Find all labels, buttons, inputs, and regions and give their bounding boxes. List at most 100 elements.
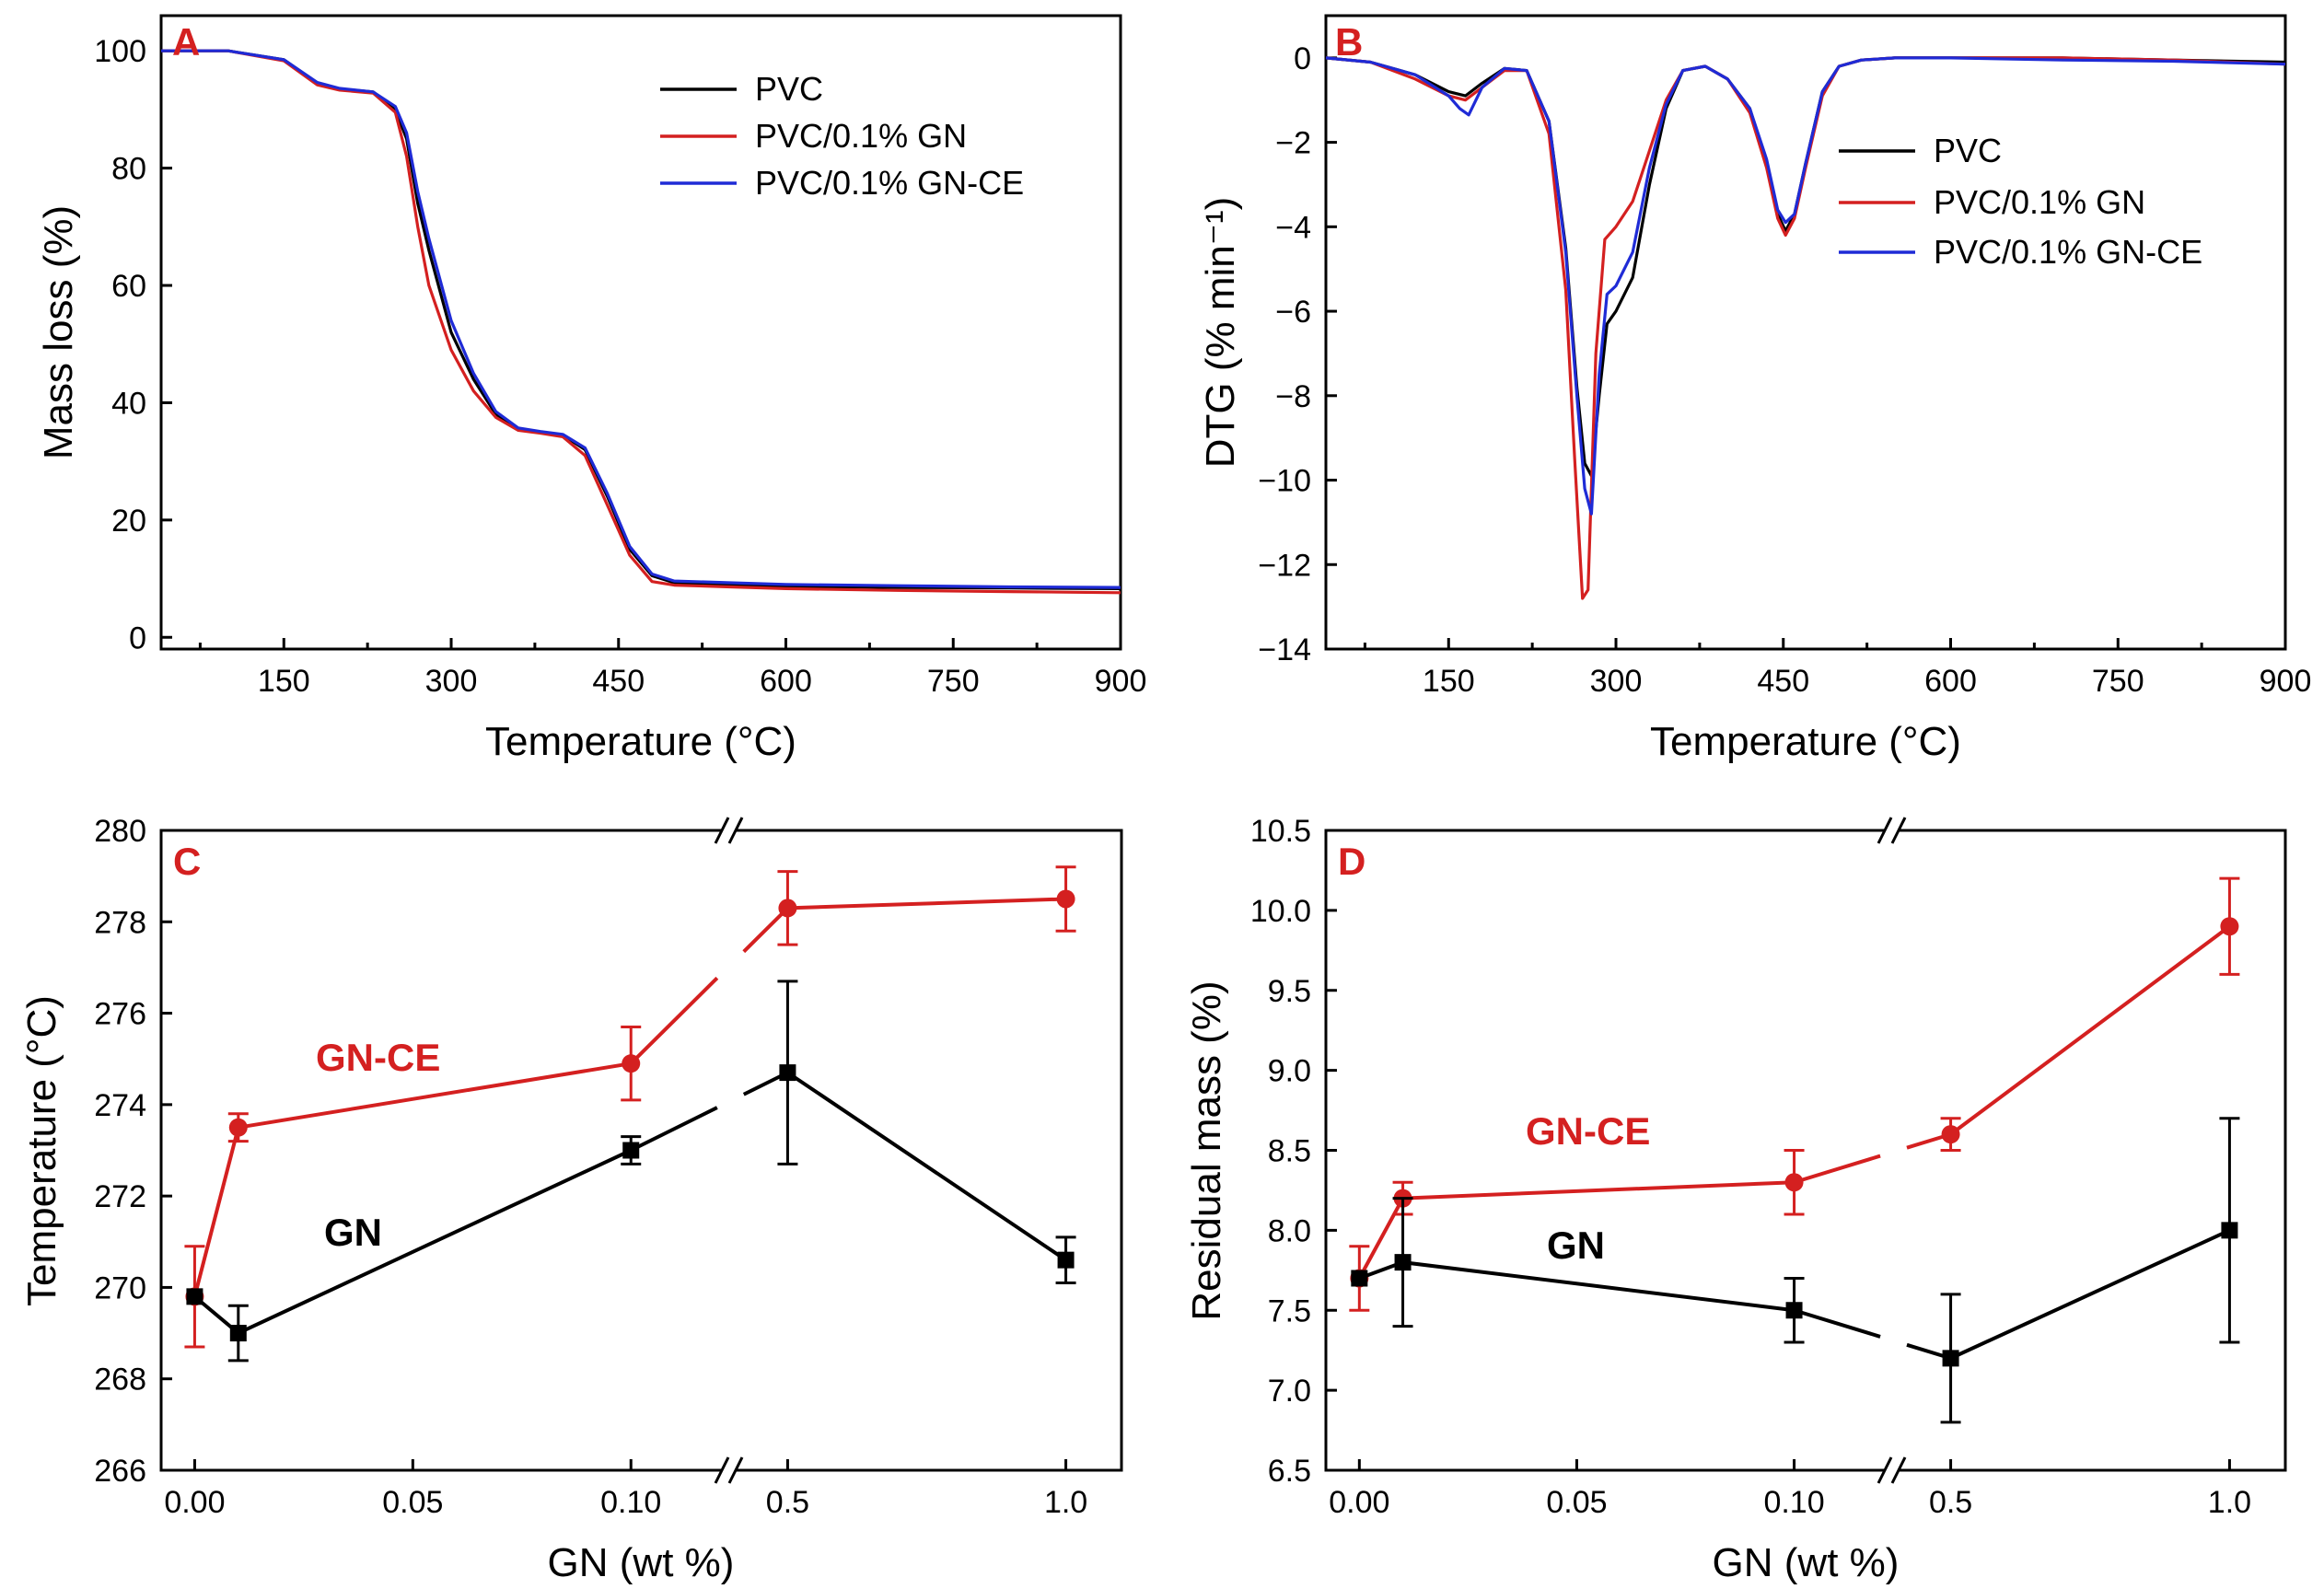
axis-break-mark [714,1456,730,1484]
x-tick-label-0-00: 0.00 [1329,1485,1389,1520]
y-tick-label-274: 274 [94,1088,146,1123]
data-point-gn [1942,1350,1959,1367]
axis-break-mark [1877,817,1893,844]
series-segment-gn-ce [192,1127,240,1297]
panel-d-y-title: Residual mass (%) [1184,980,1229,1320]
axis-break-mark [727,817,744,844]
series-segment-gn-ce [1357,1197,1405,1280]
panel-c-ticks: 0.00 0.05 0.10 0.5 1.0 266 268 270 272 274 276 278 2… [94,814,1087,1520]
x-tick-label-600: 600 [1924,664,1977,699]
panel-d-annot-gn: GN [1547,1224,1605,1267]
data-point-gn [622,1142,640,1159]
x-tick-label-0-5: 0.5 [766,1485,809,1520]
data-point-gn-ce [1056,889,1075,909]
series-segment-gn [1793,1308,1881,1339]
data-point-gn [779,1064,796,1082]
x-tick-label-750: 750 [2092,664,2144,699]
y-tick-label-7-5: 7.5 [1268,1293,1311,1328]
series-segment-gn [237,1148,633,1335]
legend-b-gn: PVC/0.1% GN [1934,183,2145,221]
legend-a-pvc: PVC [755,70,823,108]
panel-c-label: C [173,840,201,883]
data-point-gn [186,1288,203,1305]
x-tick-label-0-5: 0.5 [1929,1485,1972,1520]
panel-d-label: D [1338,840,1365,883]
panel-a-label: A [172,20,200,64]
y-tick-label-10: 10.0 [1250,894,1311,929]
x-tick-label-0-00: 0.00 [164,1485,225,1520]
y-tick-label-10-5: 10.5 [1250,814,1311,849]
series-segment-gn [1949,1228,2231,1361]
x-tick-label-150: 150 [1423,664,1475,699]
series-line-pvc-0-1-gn-ce [161,49,1121,589]
panel-a-legend: PVC PVC/0.1% GN PVC/0.1% GN-CE [660,70,1024,202]
data-point-gn-ce [228,1118,248,1137]
y-tick-label-40: 40 [111,386,146,421]
panel-d: 0.00 0.05 0.10 0.5 1.0 6.5 7.0 7.5 8.0 8.5 9.0 9.5 1… [1184,814,2287,1585]
x-tick-label-750: 750 [927,664,980,699]
x-tick-label-1-0: 1.0 [1044,1485,1087,1520]
y-tick-label-8: −8 [1275,379,1311,414]
panel-d-frame [1324,829,2287,1472]
x-tick-label-300: 300 [425,664,478,699]
x-tick-label-900: 900 [1095,664,1147,699]
legend-b-pvc: PVC [1934,132,2002,169]
panel-c-series [184,865,1076,1363]
panel-c-x-title: GN (wt %) [548,1540,735,1585]
legend-a-gnce: PVC/0.1% GN-CE [755,164,1024,202]
data-point-gn-ce [2220,917,2239,936]
y-tick-label-14: −14 [1258,632,1311,667]
x-tick-label-0-10: 0.10 [1763,1485,1824,1520]
series-segment-gn-ce [1402,1180,1795,1200]
y-tick-label-100: 100 [94,34,146,69]
axis-break-mark [727,1456,744,1484]
y-tick-label-268: 268 [94,1363,146,1398]
series-line-pvc-0-1-gn [1325,56,2286,600]
panel-a-series [161,49,1121,595]
y-tick-label-6-5: 6.5 [1268,1454,1311,1489]
panel-a-ticks: 150 300 450 600 750 900 0 20 40 60 80 100 [94,34,1146,699]
y-tick-label-80: 80 [111,152,146,187]
panel-a: 150 300 450 600 750 900 0 20 40 60 80 100 A Tempera… [36,14,1146,764]
y-tick-label-20: 20 [111,504,146,539]
panel-b-frame [1324,14,2287,651]
y-tick-label-6: −6 [1275,295,1311,330]
data-point-gn-ce [1784,1173,1804,1192]
panel-c-annot-gn: GN [324,1211,382,1254]
panel-a-y-title: Mass loss (%) [36,205,81,459]
y-tick-label-2: −2 [1275,126,1311,161]
series-line-pvc [161,49,1121,590]
panel-a-frame [159,14,1122,651]
y-tick-label-270: 270 [94,1270,146,1305]
panel-c-frame [159,829,1123,1472]
series-segment-gn-ce [238,1061,632,1130]
x-tick-label-150: 150 [258,664,310,699]
y-tick-label-0: 0 [129,621,146,655]
panel-d-x-title: GN (wt %) [1713,1540,1900,1585]
y-tick-label-9-5: 9.5 [1268,974,1311,1009]
x-tick-label-600: 600 [760,664,812,699]
series-segment-gn [786,1071,1067,1262]
panel-d-series [1349,876,2240,1424]
panel-c: 0.00 0.05 0.10 0.5 1.0 266 268 270 272 274 276 278 2… [19,814,1123,1585]
y-tick-label-280: 280 [94,814,146,849]
legend-b-gnce: PVC/0.1% GN-CE [1934,233,2202,271]
y-tick-label-4: −4 [1275,210,1311,245]
x-tick-label-450: 450 [1757,664,1809,699]
panel-b-ticks: 150 300 450 600 750 900 0 −2 −4 −6 −8 −10 −12 −14 [1258,41,2311,699]
y-tick-label-8: 8.0 [1268,1213,1311,1248]
y-tick-label-278: 278 [94,905,146,940]
legend-a-gn: PVC/0.1% GN [755,117,967,155]
series-segment-gn-ce [787,897,1066,910]
series-segment-gn-ce [1793,1154,1881,1185]
axis-break-mark [1890,1456,1907,1484]
axis-break-mark [1877,1456,1893,1484]
data-point-gn [1394,1254,1412,1271]
panel-c-annot-gnce: GN-CE [316,1036,440,1079]
y-tick-label-0: 0 [1294,41,1311,76]
x-tick-label-0-05: 0.05 [1546,1485,1607,1520]
series-segment-gn [630,1106,718,1153]
series-segment-gn-ce [629,976,719,1065]
x-tick-label-0-10: 0.10 [600,1485,661,1520]
